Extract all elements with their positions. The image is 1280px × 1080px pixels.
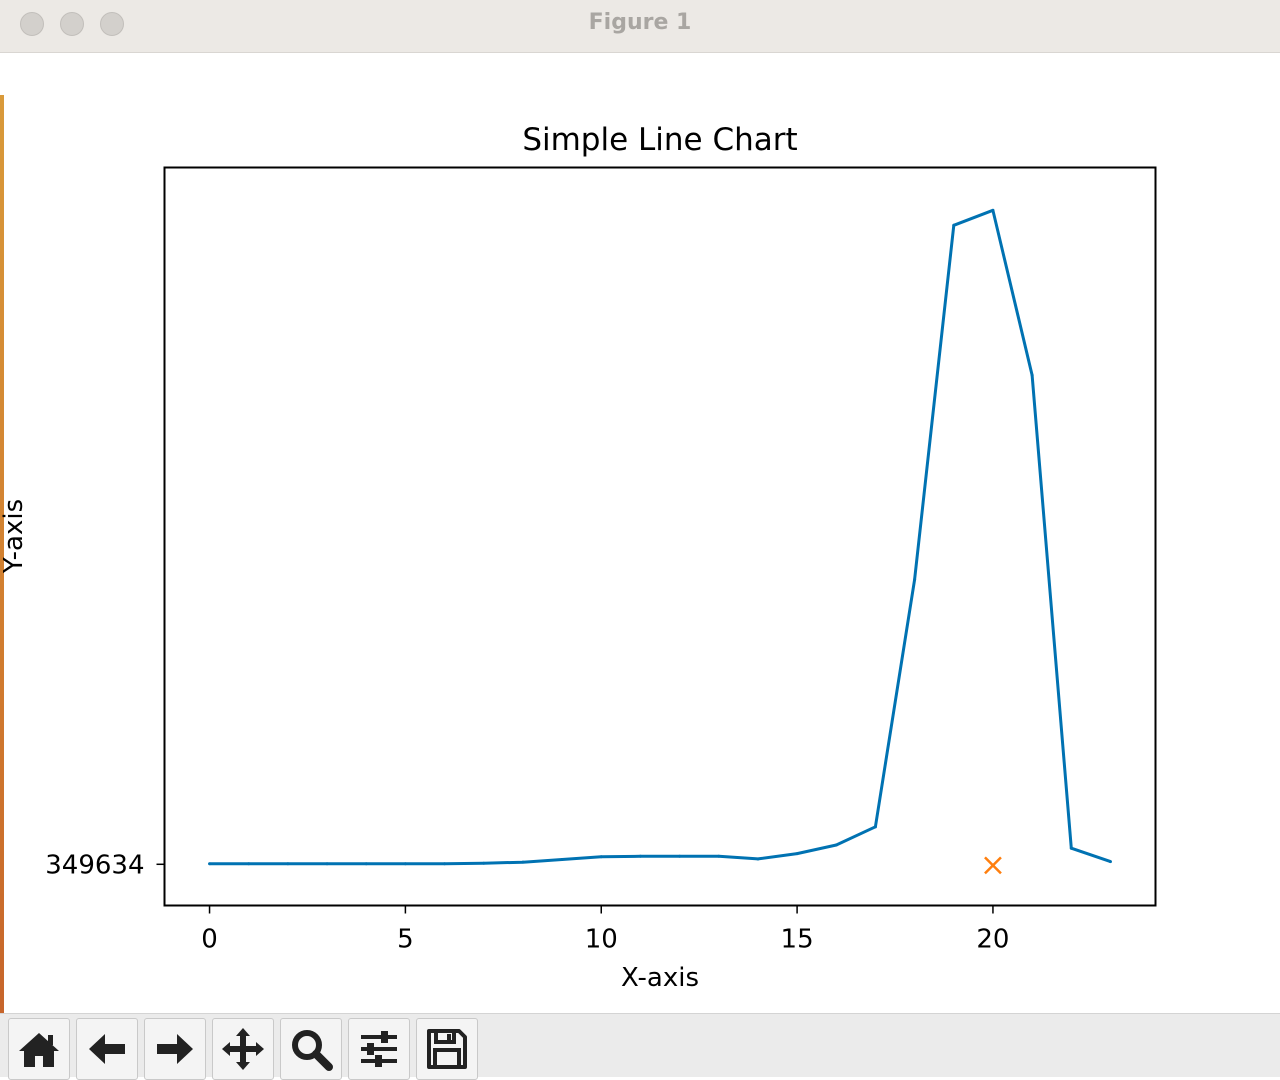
- data-point: [599, 855, 603, 859]
- x-tick-label: 15: [781, 925, 814, 955]
- window-titlebar: Figure 1: [0, 0, 1280, 53]
- data-point: [1030, 373, 1034, 377]
- series-line: [209, 208, 1111, 866]
- data-point: [1069, 846, 1073, 850]
- background-window-edge: [0, 95, 4, 1076]
- data-point: [521, 860, 525, 864]
- navigation-toolbar: [0, 1013, 1280, 1080]
- chart-title: Simple Line Chart: [522, 122, 797, 158]
- data-point: [403, 862, 407, 866]
- zoom-button[interactable]: [280, 1018, 342, 1080]
- data-point: [756, 857, 760, 861]
- forward-button[interactable]: [144, 1018, 206, 1080]
- zoom-window-button[interactable]: [100, 12, 124, 36]
- y-axis-ticks: 349634: [45, 850, 165, 880]
- x-tick-label: 0: [201, 925, 218, 955]
- data-points: [208, 208, 1112, 866]
- y-tick-label: 349634: [45, 850, 144, 880]
- data-point: [952, 223, 956, 227]
- data-point: [834, 843, 838, 847]
- data-point: [991, 208, 995, 212]
- x-axis-label: X-axis: [621, 963, 699, 993]
- x-axis-ticks: 0 5 10 15 20: [201, 905, 1009, 955]
- data-point: [482, 861, 486, 865]
- data-point: [325, 862, 329, 866]
- data-point: [678, 854, 682, 858]
- minimize-window-button[interactable]: [60, 12, 84, 36]
- data-point: [443, 862, 447, 866]
- back-button[interactable]: [76, 1018, 138, 1080]
- floppy-disk-icon: [427, 1029, 467, 1069]
- markers: [984, 856, 1002, 875]
- data-point: [286, 862, 290, 866]
- arrow-left-icon: [89, 1034, 125, 1064]
- x-tick-label: 10: [585, 925, 618, 955]
- magnifier-icon: [292, 1030, 333, 1071]
- data-point: [247, 862, 251, 866]
- home-icon: [19, 1033, 59, 1067]
- x-tick-label: 5: [397, 925, 414, 955]
- x-tick-label: 20: [976, 925, 1009, 955]
- arrow-right-icon: [157, 1034, 193, 1064]
- plot-area: [163, 166, 1157, 907]
- data-point: [364, 862, 368, 866]
- data-point: [795, 852, 799, 856]
- y-axis-label: Y-axis: [0, 499, 29, 574]
- move-icon: [222, 1028, 264, 1070]
- data-point: [560, 857, 564, 861]
- data-point: [638, 854, 642, 858]
- pan-button[interactable]: [212, 1018, 274, 1080]
- data-point: [873, 825, 877, 829]
- figure-canvas: Simple Line Chart 0 5 10 15 20 349634 X-axis…: [0, 122, 1157, 993]
- configure-subplots-button[interactable]: [348, 1018, 410, 1080]
- x-marker: [984, 856, 1002, 875]
- sliders-icon: [361, 1031, 397, 1067]
- data-point: [913, 578, 917, 582]
- window-title: Figure 1: [588, 10, 692, 35]
- home-button[interactable]: [8, 1018, 70, 1080]
- close-window-button[interactable]: [20, 12, 44, 36]
- data-point: [1108, 860, 1112, 864]
- data-point: [717, 854, 721, 858]
- save-button[interactable]: [416, 1018, 478, 1080]
- data-point: [208, 862, 212, 866]
